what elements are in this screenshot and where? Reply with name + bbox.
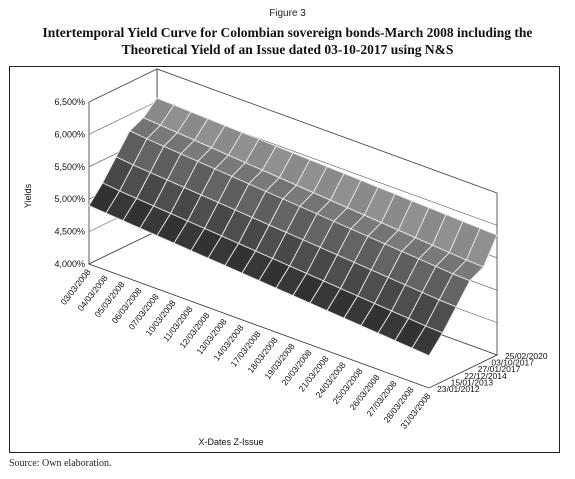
source-note: Source: Own elaboration. [9,458,112,469]
z-tick-label: 15/01/2013 [451,377,494,387]
z-axis-ticks: 23/01/201215/01/201322/12/201427/01/2017… [437,351,548,394]
z-tick-label: 25/02/2020 [505,351,548,361]
z-tick-label: 03/10/2017 [491,358,534,368]
y-axis-ticks: 4,000% 4,500% 5,000% 5,500% 6,000% 6,500% [54,97,85,269]
gridline [88,68,498,194]
y-tick-label: 6,500% [54,97,85,107]
figure-label: Figure 3 [269,8,306,19]
chart-title: Intertemporal Yield Curve for Colombian … [10,24,565,58]
chart-title-line-1: Intertemporal Yield Curve for Colombian … [42,25,533,40]
y-tick-label: 6,000% [54,129,85,139]
y-axis-label: Yields [23,183,33,208]
x-axis-label: X-Dates Z-Issue [198,437,263,447]
z-tick-label: 27/01/2017 [478,364,521,374]
surface-cell [411,325,444,357]
chart-surface [88,97,498,357]
chart-title-line-2: Theoretical Yield of an Issue dated 03-1… [121,42,454,57]
y-tick-label: 4,000% [54,259,85,269]
y-tick-label: 5,000% [54,194,85,204]
surface-chart: 4,000% 4,500% 5,000% 5,500% 6,000% 6,500% 03/… [23,68,548,447]
z-tick-label: 23/01/2012 [437,384,480,394]
z-tick-label: 22/12/2014 [464,371,507,381]
y-tick-label: 4,500% [54,227,85,237]
y-tick-label: 5,500% [54,162,85,172]
